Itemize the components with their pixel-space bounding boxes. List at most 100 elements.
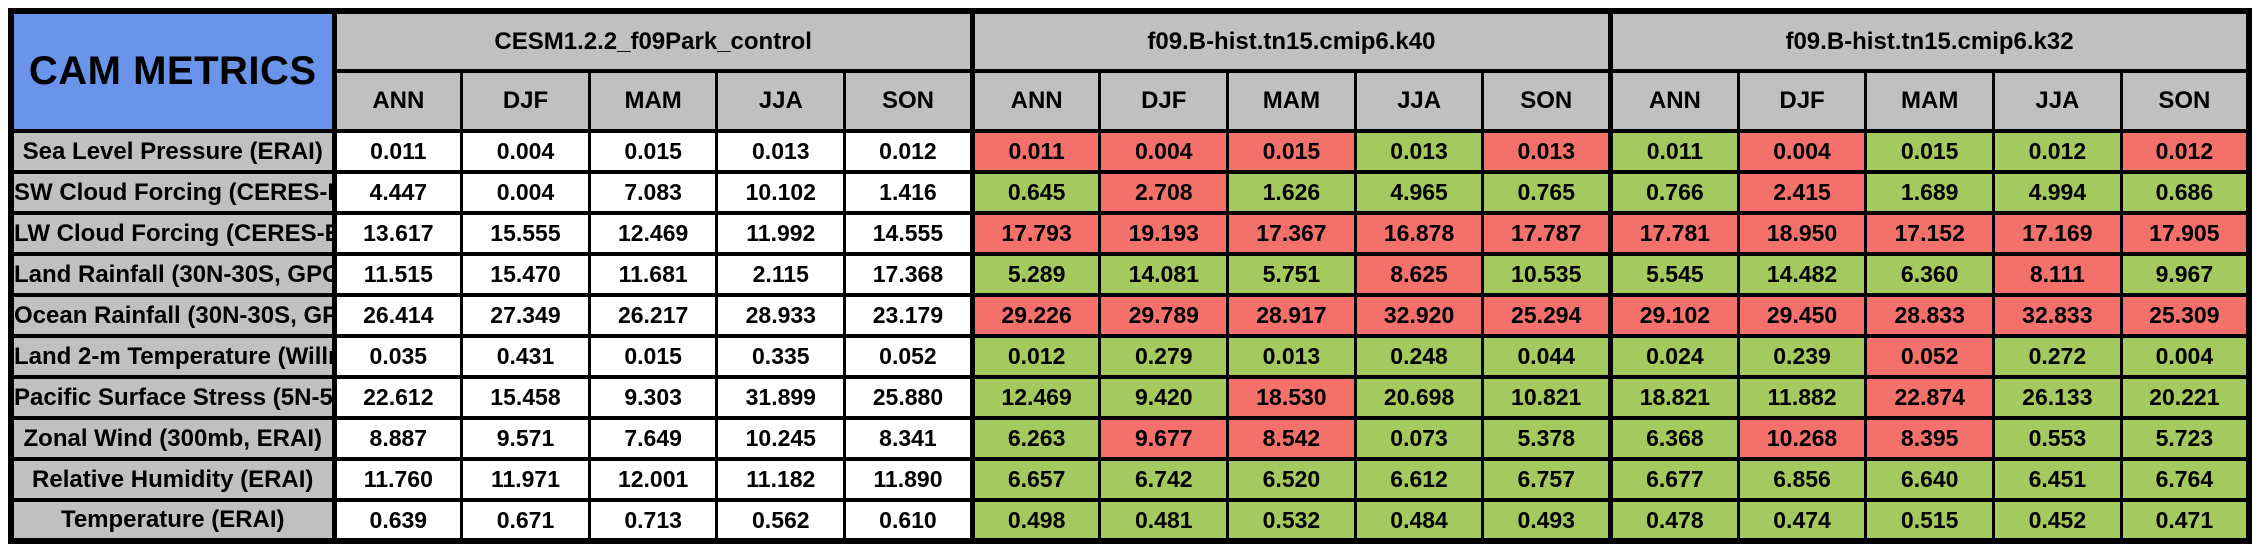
season-header-row: ANN DJF MAM JJA SON ANN DJF MAM JJA SON ANN DJF MAM J… <box>11 69 2251 133</box>
metric-value-cell: 6.520 <box>1226 457 1357 502</box>
metric-value-cell: 0.515 <box>1864 498 1996 543</box>
metric-value-cell: 0.004 <box>460 129 591 174</box>
metric-value-cell: 28.917 <box>1226 293 1357 338</box>
metric-value-cell: 32.920 <box>1353 293 1485 338</box>
metric-value-cell: 9.967 <box>2119 252 2251 297</box>
metric-value-cell: 18.821 <box>1608 375 1740 420</box>
table-row: Land Rainfall (30N-30S, GPCP) 11.515 15.47… <box>9 252 2251 297</box>
cam-metrics-table: CAM METRICS CESM1.2.2_f09Park_control f0… <box>8 8 2252 544</box>
metric-value-cell: 9.571 <box>460 416 591 461</box>
metric-value-cell: 28.833 <box>1864 293 1996 338</box>
metric-value-cell: 0.766 <box>1608 170 1740 215</box>
metric-value-cell: 0.011 <box>331 129 464 174</box>
metric-value-cell: 0.024 <box>1608 334 1740 379</box>
season-column-header: SON <box>2119 69 2251 133</box>
metric-value-cell: 0.713 <box>587 498 719 543</box>
metric-value-cell: 11.760 <box>331 457 464 502</box>
metric-value-cell: 11.182 <box>715 457 847 502</box>
metric-value-cell: 9.303 <box>587 375 719 420</box>
metric-value-cell: 25.309 <box>2119 293 2251 338</box>
metric-value-cell: 4.965 <box>1353 170 1485 215</box>
metric-value-cell: 13.617 <box>331 211 464 256</box>
table-row: Relative Humidity (ERAI) 11.760 11.971 12.0… <box>9 457 2251 502</box>
metric-value-cell: 0.279 <box>1098 334 1230 379</box>
metric-value-cell: 17.787 <box>1481 211 1613 256</box>
metric-value-cell: 18.530 <box>1226 375 1357 420</box>
metric-value-cell: 5.289 <box>969 252 1102 297</box>
season-column-header: ANN <box>331 69 464 133</box>
metric-value-cell: 15.458 <box>460 375 591 420</box>
metric-value-cell: 0.052 <box>1864 334 1996 379</box>
metric-value-cell: 6.640 <box>1864 457 1996 502</box>
table-row: Temperature (ERAI) 0.639 0.671 0.713 0.562 0.… <box>9 498 2251 543</box>
metric-value-cell: 5.751 <box>1226 252 1357 297</box>
metric-value-cell: 0.431 <box>460 334 591 379</box>
metric-label: Temperature (ERAI) <box>9 498 336 543</box>
metric-value-cell: 17.169 <box>1992 211 2123 256</box>
metric-value-cell: 6.856 <box>1736 457 1868 502</box>
column-group-header-k32: f09.B-hist.tn15.cmip6.k32 <box>1608 9 2251 73</box>
metric-value-cell: 0.073 <box>1353 416 1485 461</box>
metric-value-cell: 29.789 <box>1098 293 1230 338</box>
metric-value-cell: 7.649 <box>587 416 719 461</box>
metric-value-cell: 12.469 <box>969 375 1102 420</box>
metric-label: Land Rainfall (30N-30S, GPCP) <box>9 252 336 297</box>
metric-value-cell: 18.950 <box>1736 211 1868 256</box>
metric-value-cell: 4.447 <box>331 170 464 215</box>
metric-value-cell: 1.689 <box>1864 170 1996 215</box>
metric-value-cell: 0.013 <box>715 129 847 174</box>
metric-value-cell: 0.474 <box>1736 498 1868 543</box>
metric-value-cell: 6.677 <box>1608 457 1740 502</box>
metric-value-cell: 11.515 <box>331 252 464 297</box>
metric-value-cell: 19.193 <box>1098 211 1230 256</box>
metric-value-cell: 10.821 <box>1481 375 1613 420</box>
metric-value-cell: 15.470 <box>460 252 591 297</box>
column-group-header-control: CESM1.2.2_f09Park_control <box>331 9 974 73</box>
metric-value-cell: 8.341 <box>843 416 974 461</box>
season-column-header: JJA <box>1353 69 1485 133</box>
metric-value-cell: 0.248 <box>1353 334 1485 379</box>
metric-value-cell: 0.012 <box>1992 129 2123 174</box>
metric-value-cell: 6.612 <box>1353 457 1485 502</box>
metric-value-cell: 17.793 <box>969 211 1102 256</box>
metric-value-cell: 6.742 <box>1098 457 1230 502</box>
season-column-header: ANN <box>969 69 1102 133</box>
metric-label: LW Cloud Forcing (CERES-EBAF) <box>9 211 336 256</box>
metric-value-cell: 6.764 <box>2119 457 2251 502</box>
metric-value-cell: 22.612 <box>331 375 464 420</box>
metric-value-cell: 15.555 <box>460 211 591 256</box>
metric-value-cell: 17.152 <box>1864 211 1996 256</box>
metric-value-cell: 26.217 <box>587 293 719 338</box>
metric-value-cell: 12.001 <box>587 457 719 502</box>
metric-value-cell: 0.012 <box>843 129 974 174</box>
metric-label: Relative Humidity (ERAI) <box>9 457 336 502</box>
metric-value-cell: 6.263 <box>969 416 1102 461</box>
metric-value-cell: 0.013 <box>1481 129 1613 174</box>
metric-value-cell: 0.044 <box>1481 334 1613 379</box>
metric-value-cell: 16.878 <box>1353 211 1485 256</box>
metric-value-cell: 29.450 <box>1736 293 1868 338</box>
metric-value-cell: 0.015 <box>587 334 719 379</box>
metric-label: SW Cloud Forcing (CERES-EBAF) <box>9 170 336 215</box>
metric-value-cell: 29.102 <box>1608 293 1740 338</box>
metric-value-cell: 5.723 <box>2119 416 2251 461</box>
metric-value-cell: 11.971 <box>460 457 591 502</box>
metric-value-cell: 0.481 <box>1098 498 1230 543</box>
table-title: CAM METRICS <box>9 9 336 133</box>
metric-value-cell: 4.994 <box>1992 170 2123 215</box>
metric-value-cell: 20.698 <box>1353 375 1485 420</box>
metric-label: Zonal Wind (300mb, ERAI) <box>9 416 336 461</box>
metric-value-cell: 9.420 <box>1098 375 1230 420</box>
metric-value-cell: 20.221 <box>2119 375 2251 420</box>
season-column-header: SON <box>843 69 974 133</box>
metric-value-cell: 10.245 <box>715 416 847 461</box>
metric-value-cell: 10.102 <box>715 170 847 215</box>
season-column-header: DJF <box>1098 69 1230 133</box>
metric-value-cell: 0.484 <box>1353 498 1485 543</box>
metric-value-cell: 7.083 <box>587 170 719 215</box>
table-row: Ocean Rainfall (30N-30S, GPCP)26.41427.3… <box>9 293 2251 338</box>
metric-value-cell: 8.395 <box>1864 416 1996 461</box>
metric-value-cell: 0.015 <box>1226 129 1357 174</box>
metric-value-cell: 12.469 <box>587 211 719 256</box>
metric-value-cell: 5.378 <box>1481 416 1613 461</box>
